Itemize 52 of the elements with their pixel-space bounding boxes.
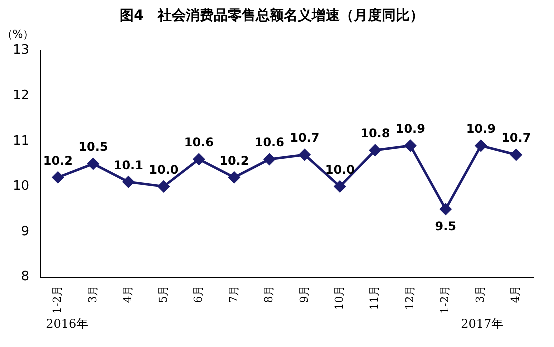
y-tick-label: 11 <box>12 134 30 149</box>
point <box>264 154 276 166</box>
point <box>52 172 64 184</box>
data-label: 10.9 <box>466 122 496 136</box>
x-tick-label: 4月 <box>122 285 135 304</box>
y-tick-label: 8 <box>21 270 30 285</box>
text: 2016年 <box>46 316 89 333</box>
data-label: 10.0 <box>325 162 355 177</box>
point <box>88 158 100 170</box>
x-tick-label: 9月 <box>298 285 311 304</box>
data-label: 10.9 <box>396 122 426 136</box>
y-tick-label: 10 <box>12 179 30 194</box>
x-tick-label: 12月 <box>403 285 416 310</box>
data-label: 10.5 <box>78 140 108 154</box>
data-label: 10.2 <box>43 154 73 168</box>
data-label: 10.1 <box>114 158 144 172</box>
x-tick-label: 6月 <box>192 285 206 304</box>
data-label: 9.5 <box>435 219 457 234</box>
y-tick-label: 13 <box>12 43 30 58</box>
data-label: 10.8 <box>360 126 390 141</box>
y-axis-title: （%） <box>2 28 34 42</box>
point <box>404 140 416 152</box>
data-label: 10.6 <box>254 136 284 150</box>
data-label: 10.7 <box>502 131 532 146</box>
data-label: 10.6 <box>184 136 214 150</box>
x-tick-label: 7月 <box>227 285 240 304</box>
data-label: 10.7 <box>290 131 320 146</box>
point <box>370 144 382 156</box>
point <box>299 149 311 161</box>
x-tick-label: 4月 <box>509 285 522 304</box>
x-tick-label: 11月 <box>368 285 382 310</box>
point <box>122 176 134 188</box>
point <box>510 149 522 161</box>
point <box>158 180 170 192</box>
x-tick-label: 8月 <box>262 285 276 304</box>
y-tick-label: 12 <box>12 88 30 104</box>
point <box>193 154 205 166</box>
data-label: 10.0 <box>149 162 179 177</box>
data-label: 10.2 <box>220 154 250 168</box>
x-tick-label: 1-2月 <box>51 285 64 314</box>
x-tick-label: 1-2月 <box>438 285 452 314</box>
text: 2017年 <box>461 316 504 333</box>
point <box>334 180 346 192</box>
chart-title: 图4 社会消费品零售总额名义增速（月度同比） <box>120 7 424 24</box>
point <box>228 172 240 184</box>
point <box>440 204 452 216</box>
x-tick-label: 5月 <box>156 285 170 304</box>
x-tick-label: 3月 <box>86 285 100 304</box>
y-tick-label: 9 <box>21 224 30 240</box>
point <box>475 140 487 152</box>
x-tick-label: 10月 <box>333 285 346 310</box>
x-tick-label: 3月 <box>474 285 487 304</box>
